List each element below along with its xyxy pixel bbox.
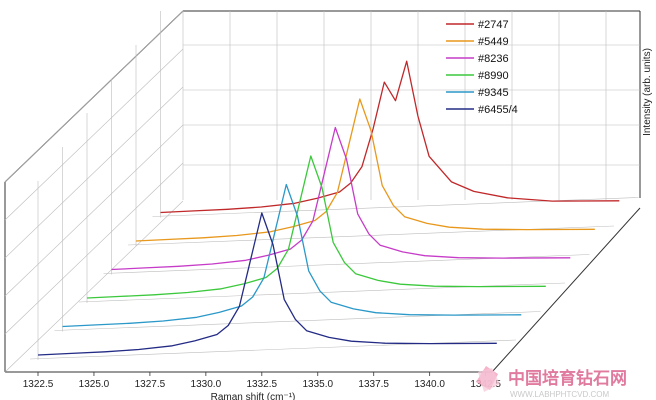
x-tick-label: 1325.0	[79, 379, 110, 390]
grid-line	[4, 162, 184, 335]
x-tick-label: 1330.0	[191, 379, 222, 390]
watermark-url: WWW.LABHPHTCVD.COM	[510, 390, 609, 399]
legend-entry: #8236	[478, 53, 509, 65]
series-curves	[37, 60, 620, 356]
x-tick-label: 1337.5	[358, 379, 389, 390]
frame-edge	[491, 207, 641, 373]
legend-entry: #2747	[478, 19, 509, 31]
watermark-logo-icon	[476, 366, 500, 392]
watermark: 中国培育钻石网 WWW.LABHPHTCVD.COM	[476, 366, 627, 399]
grid-line	[29, 339, 517, 360]
grid-line	[4, 124, 184, 297]
watermark-text: 中国培育钻石网	[508, 368, 627, 388]
y-axis-label: Intensity (arb. units)	[642, 48, 653, 136]
series-line	[135, 98, 595, 242]
legend-entry: #9345	[478, 87, 509, 99]
x-axis-ticks: 1322.5 1325.0 1327.5 1330.0 1332.5 1335.0 1337…	[23, 372, 501, 390]
legend: #2747 #5449 #8236 #8990 #9345 #6455/4	[446, 19, 518, 116]
x-axis-label: Raman shift (cm⁻¹)	[211, 392, 296, 400]
x-tick-label: 1322.5	[23, 379, 54, 390]
series-line	[86, 155, 546, 299]
series-line	[111, 126, 571, 271]
grid-line	[4, 200, 184, 373]
legend-entry: #8990	[478, 70, 509, 82]
x-tick-label: 1332.5	[247, 379, 278, 390]
grid-line	[4, 48, 184, 221]
legend-entry: #6455/4	[478, 104, 518, 116]
series-line	[160, 60, 620, 214]
x-tick-label: 1340.0	[414, 379, 445, 390]
x-tick-label: 1335.0	[302, 379, 333, 390]
legend-entry: #5449	[478, 36, 509, 48]
grid-line	[4, 10, 184, 183]
x-tick-label: 1327.5	[135, 379, 166, 390]
series-line	[62, 183, 522, 328]
series-line	[37, 212, 497, 356]
grid-line	[4, 86, 184, 259]
